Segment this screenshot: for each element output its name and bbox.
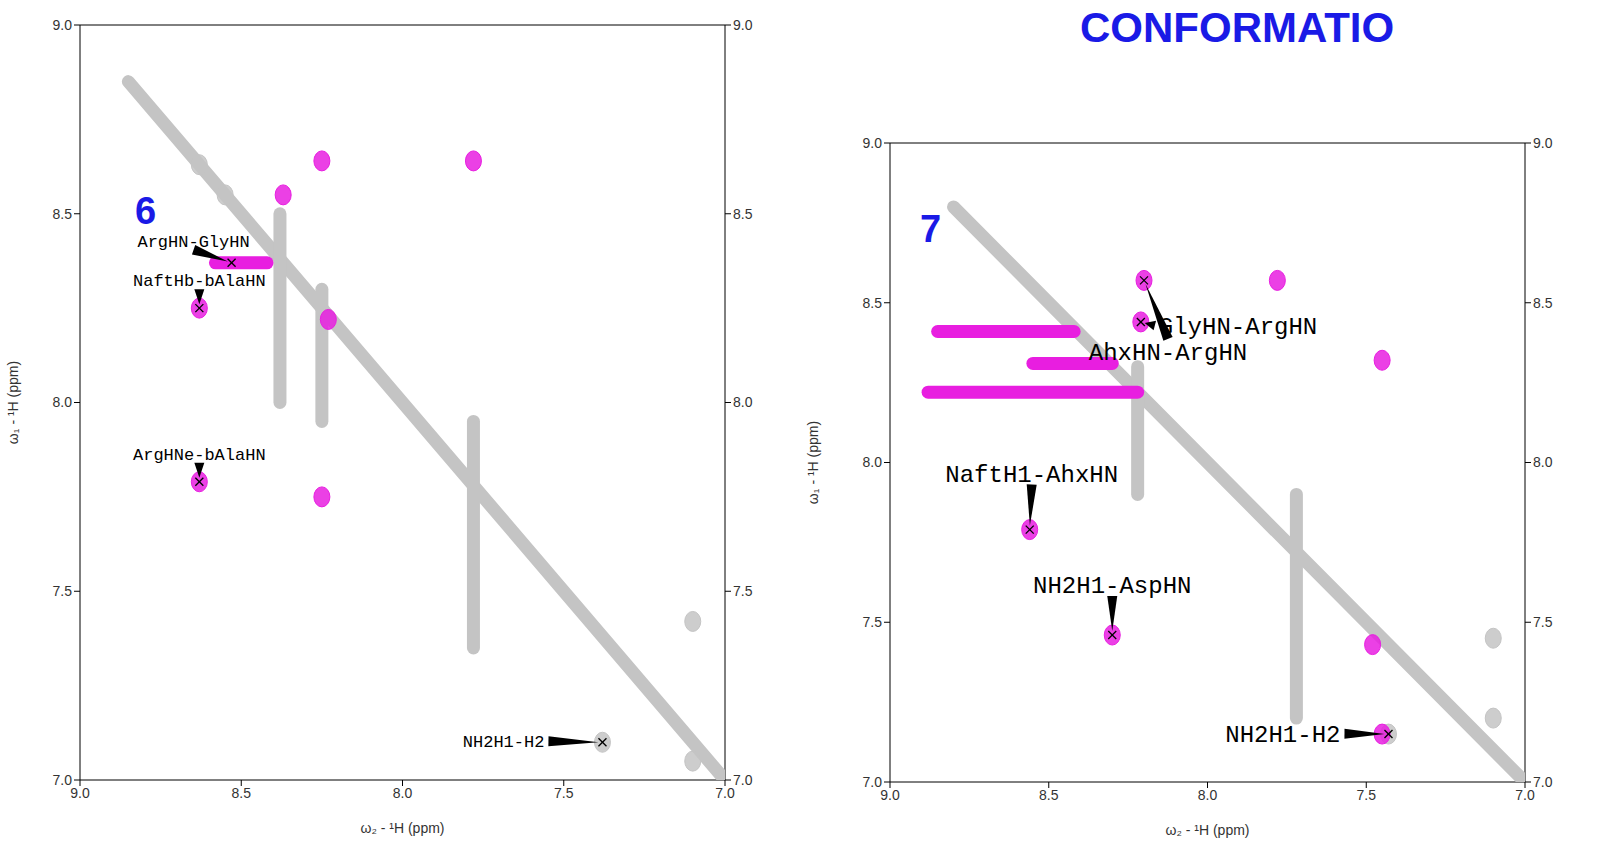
svg-text:9.0: 9.0 <box>53 17 73 33</box>
svg-text:7.5: 7.5 <box>554 785 574 801</box>
svg-text:7.5: 7.5 <box>863 614 883 630</box>
svg-text:8.5: 8.5 <box>733 206 753 222</box>
svg-text:NaftHb-bAlaHN: NaftHb-bAlaHN <box>133 272 266 291</box>
svg-text:ω₂ - ¹H (ppm): ω₂ - ¹H (ppm) <box>360 820 444 836</box>
svg-text:8.0: 8.0 <box>1533 454 1553 470</box>
svg-text:7.0: 7.0 <box>863 774 883 790</box>
svg-text:7.0: 7.0 <box>1533 774 1553 790</box>
svg-text:8.0: 8.0 <box>393 785 413 801</box>
html-text:CONFORMATIO: CONFORMATIO <box>1080 4 1395 51</box>
svg-text:7.5: 7.5 <box>1533 614 1553 630</box>
svg-text:GlyHN-ArgHN: GlyHN-ArgHN <box>1159 314 1317 341</box>
svg-text:8.0: 8.0 <box>1198 787 1218 803</box>
svg-text:8.0: 8.0 <box>53 394 73 410</box>
svg-text:8.5: 8.5 <box>53 206 73 222</box>
svg-text:8.5: 8.5 <box>232 785 252 801</box>
svg-text:NH2H1-H2: NH2H1-H2 <box>463 733 545 752</box>
html-text:7: 7 <box>920 208 942 250</box>
svg-text:NH2H1-AspHN: NH2H1-AspHN <box>1033 573 1191 600</box>
svg-text:ω₁ - ¹H (ppm): ω₁ - ¹H (ppm) <box>5 361 21 444</box>
svg-text:8.5: 8.5 <box>1039 787 1059 803</box>
svg-text:NH2H1-H2: NH2H1-H2 <box>1225 722 1340 749</box>
svg-text:ω₂ - ¹H (ppm): ω₂ - ¹H (ppm) <box>1165 822 1249 838</box>
svg-text:9.0: 9.0 <box>1533 135 1553 151</box>
svg-text:7.5: 7.5 <box>1357 787 1377 803</box>
svg-text:NaftH1-AhxHN: NaftH1-AhxHN <box>945 462 1118 489</box>
svg-text:ArgHN-GlyHN: ArgHN-GlyHN <box>137 233 249 252</box>
svg-text:8.0: 8.0 <box>863 454 883 470</box>
svg-text:7.5: 7.5 <box>53 583 73 599</box>
svg-text:7.5: 7.5 <box>733 583 753 599</box>
svg-text:ArgHNe-bAlaHN: ArgHNe-bAlaHN <box>133 446 266 465</box>
svg-text:8.5: 8.5 <box>863 295 883 311</box>
svg-text:9.0: 9.0 <box>733 17 753 33</box>
svg-text:AhxHN-ArgHN: AhxHN-ArgHN <box>1089 340 1247 367</box>
svg-text:ω₁ - ¹H (ppm): ω₁ - ¹H (ppm) <box>805 421 821 504</box>
svg-text:7.0: 7.0 <box>1515 787 1535 803</box>
svg-text:9.0: 9.0 <box>863 135 883 151</box>
svg-text:8.5: 8.5 <box>1533 295 1553 311</box>
svg-text:9.0: 9.0 <box>70 785 90 801</box>
svg-text:9.0: 9.0 <box>880 787 900 803</box>
svg-text:7.0: 7.0 <box>715 785 735 801</box>
svg-text:7.0: 7.0 <box>733 772 753 788</box>
html-text:6: 6 <box>135 190 157 232</box>
svg-text:8.0: 8.0 <box>733 394 753 410</box>
svg-text:7.0: 7.0 <box>53 772 73 788</box>
